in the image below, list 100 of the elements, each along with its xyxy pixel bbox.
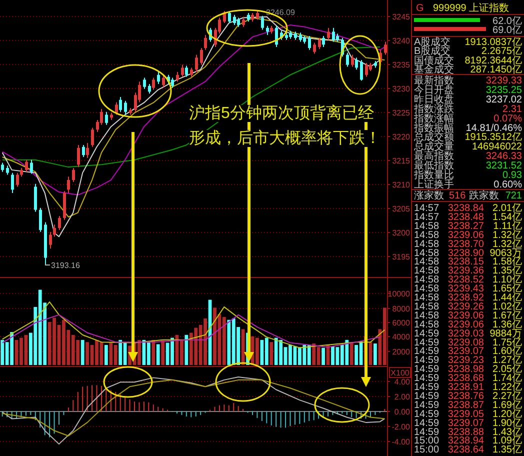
text: 69.0亿 [492,25,522,36]
text: 62.0亿 [492,16,522,27]
text: 3238.76 [448,390,484,402]
bar [86,342,90,365]
text: 3239.08 [448,337,484,348]
candlestick [72,168,75,182]
text: 昨日收盘 [414,93,454,106]
text: 1915.3512亿 [464,132,522,144]
candlestick [256,10,259,20]
candlestick [384,41,387,56]
bar [270,342,274,365]
bar [374,344,377,365]
text: 1.35亿 [492,444,522,456]
text: 最新指数 [414,74,454,86]
candlestick [313,42,316,54]
text: 14:59 [414,373,440,384]
line-series [2,301,386,348]
text: 3238.92 [448,292,484,304]
candlestick [143,77,146,90]
text: 721 [505,190,522,202]
y-tick-label: 3230 [392,84,411,94]
text: 3239.06 [448,310,484,322]
text: 15:00 [414,436,440,447]
candlestick [16,172,19,188]
bar [354,344,358,365]
candlestick [30,159,33,174]
text: 1.54亿 [492,212,522,223]
text: 指数涨跌 [413,102,454,115]
candlestick [34,183,37,212]
candlestick [327,27,330,40]
y-tick-label: 2000 [392,348,411,356]
text: 3238.88 [448,426,484,438]
candlestick [82,144,85,158]
text: 3238.27 [448,220,484,232]
candlestick [365,62,368,78]
text: 14:59 [414,390,440,402]
text: 1.75亿 [492,337,522,348]
text: 9063万 [490,248,522,259]
text: 跌家数 [469,190,499,202]
text: 3239.07 [448,418,484,429]
bar [80,340,84,365]
candlestick [53,224,56,238]
y-tick-label: 3215 [392,156,411,166]
text: 3235.25 [486,84,522,96]
bar [152,340,156,365]
text: 3238.70 [448,238,484,250]
text: 14:58 [414,292,440,304]
text: 上证换手 [414,178,454,190]
bar [156,344,160,365]
text: X100 [390,368,410,378]
candlestick [148,84,151,94]
candlestick [11,172,14,194]
text: 3238.84 [448,203,484,214]
text: 14:58 [414,248,440,259]
candlestick [105,111,108,126]
text: 0.93 [502,170,522,181]
text: 14:59 [414,337,440,348]
text: 1.11亿 [493,220,522,232]
text: 1.32亿 [492,238,522,250]
text: 14:58 [414,266,440,277]
candlestick [190,67,193,78]
text: 14:59 [414,355,440,366]
text: 14:58 [414,230,440,241]
text: 1.02亿 [492,301,522,312]
candlestick [185,65,188,78]
text: 3238.68 [448,373,484,384]
text: 3238.94 [448,436,484,447]
y-tick-label: 0.00 [394,408,411,416]
candlestick [119,96,122,112]
text: 3238.91 [448,382,484,393]
text: 1913.0837亿 [464,37,522,48]
candlestick [332,27,335,42]
text: 3238.15 [448,256,484,268]
candlestick [200,48,203,66]
text: 999999 上证指数 [433,2,510,14]
y-tick-label: 3220 [392,132,411,142]
text: 14:58 [414,310,440,322]
line-series [2,376,386,445]
candlestick [1,162,4,172]
candlestick [360,60,363,82]
y-tick-label: -4.00 [392,438,411,446]
candlestick [6,165,9,176]
text: 2.27亿 [492,390,522,402]
candlestick [233,14,236,26]
text: 3239.36 [448,266,484,277]
text: 1.22亿 [492,382,522,393]
bar [184,334,188,365]
y-tick-label: 3200 [392,228,411,238]
candlestick [261,15,264,30]
candlestick [58,216,61,230]
bar [161,340,165,365]
text: 1.44亿 [492,292,522,304]
y-tick-label: 3205 [392,204,411,214]
text: 14:59 [414,418,440,429]
candlestick [242,17,245,28]
annotation: 3193.16 [51,261,80,270]
text: 3237.02 [486,94,522,106]
text: 1.32亿 [492,230,522,241]
candlestick [228,10,231,24]
text: 3239.06 [448,319,484,330]
